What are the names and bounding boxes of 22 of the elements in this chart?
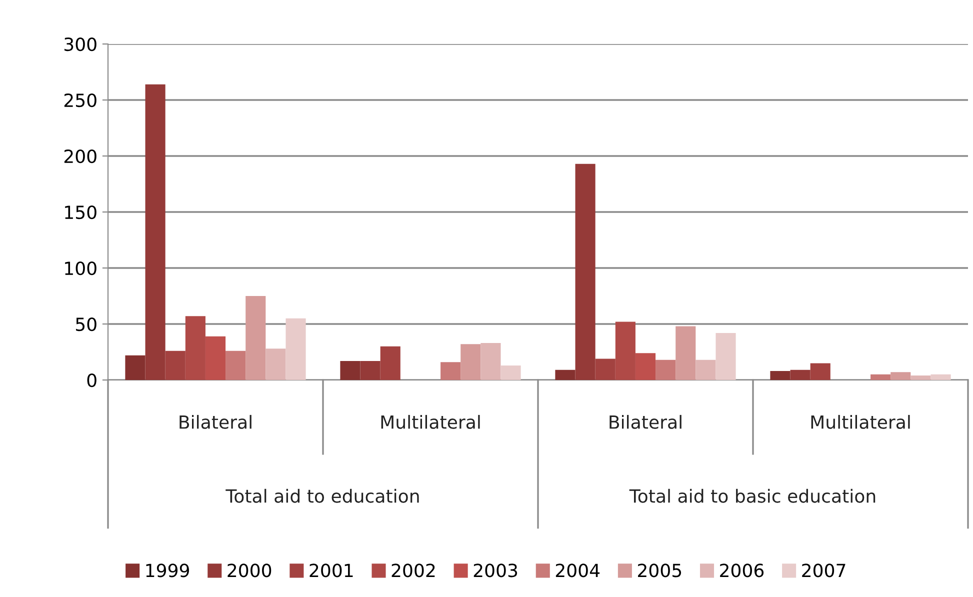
x-tick-label: Multilateral <box>381 414 480 429</box>
legend-label: 2005 <box>638 564 682 578</box>
y-tick-label: 250 <box>64 93 96 108</box>
y-tick-label: 100 <box>65 261 96 276</box>
y-tick-label: 200 <box>64 149 96 164</box>
y-tick-label: 0 <box>87 373 96 388</box>
legend-label: 2001 <box>310 564 353 578</box>
y-tick-label: 300 <box>64 37 96 52</box>
text: Total aid to education <box>226 488 419 503</box>
legend-label: 2002 <box>392 564 435 578</box>
legend-label: 2000 <box>228 564 272 578</box>
x-tick-label: Multilateral <box>811 414 910 429</box>
legend-label: 2003 <box>474 564 518 578</box>
y-tick-label: 150 <box>65 205 96 220</box>
text: Total aid to basic education <box>629 488 876 503</box>
y-tick-label: 50 <box>76 317 96 332</box>
legend-label: 2006 <box>720 564 764 578</box>
x-tick-label: Bilateral <box>610 414 682 429</box>
legend-label: 2007 <box>802 564 846 578</box>
legend-label: 2004 <box>556 564 600 578</box>
legend-label: 1999 <box>146 564 189 578</box>
x-tick-label: Bilateral <box>180 414 252 429</box>
